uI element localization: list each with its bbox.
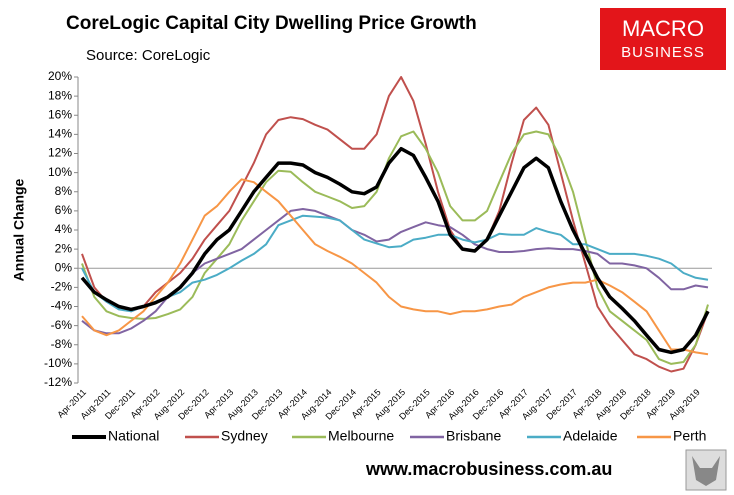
legend-label: Brisbane bbox=[446, 428, 501, 444]
logo-box bbox=[600, 8, 726, 70]
y-tick-label: 0% bbox=[55, 260, 73, 274]
y-tick-label: 6% bbox=[55, 203, 73, 217]
y-tick-label: 20% bbox=[48, 69, 72, 83]
series-line bbox=[81, 76, 709, 373]
legend-label: National bbox=[108, 428, 159, 444]
series-line bbox=[81, 130, 709, 365]
y-tick-label: 2% bbox=[55, 241, 73, 255]
series-line bbox=[80, 146, 710, 355]
y-tick-label: -2% bbox=[51, 280, 73, 294]
y-tick-label: 12% bbox=[48, 146, 72, 160]
y-tick-label: 10% bbox=[48, 165, 72, 179]
legend-label: Adelaide bbox=[563, 428, 618, 444]
y-tick-label: 8% bbox=[55, 184, 73, 198]
y-tick-label: 16% bbox=[48, 107, 72, 121]
y-tick-label: 14% bbox=[48, 127, 72, 141]
chart-title: CoreLogic Capital City Dwelling Price Gr… bbox=[66, 13, 477, 34]
legend-label: Perth bbox=[673, 428, 706, 444]
chart-subtitle: Source: CoreLogic bbox=[86, 47, 211, 64]
legend-label: Sydney bbox=[221, 428, 268, 444]
y-tick-label: -8% bbox=[51, 337, 73, 351]
series-line bbox=[81, 214, 709, 313]
y-tick-label: -10% bbox=[44, 356, 72, 370]
footer: www.macrobusiness.com.au bbox=[365, 459, 612, 479]
series-line bbox=[81, 178, 709, 356]
legend-label: Melbourne bbox=[328, 428, 394, 444]
logo-text: BUSINESS bbox=[621, 44, 705, 61]
fox-icon-shape bbox=[692, 456, 720, 486]
y-tick-label: -6% bbox=[51, 318, 73, 332]
y-tick-label: -4% bbox=[51, 299, 73, 313]
logo-text: MACRO bbox=[622, 16, 704, 41]
y-tick-label: 4% bbox=[55, 222, 73, 236]
y-axis-label: Annual Change bbox=[11, 178, 27, 281]
y-tick-label: 18% bbox=[48, 88, 72, 102]
y-tick-label: -12% bbox=[44, 375, 72, 389]
